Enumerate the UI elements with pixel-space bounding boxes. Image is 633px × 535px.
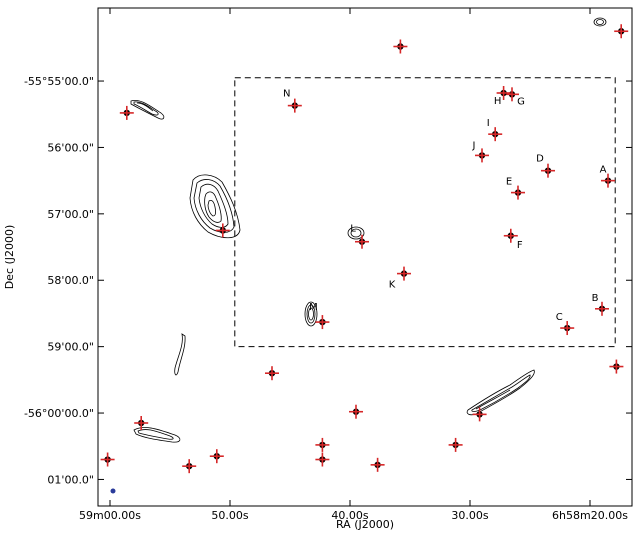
source-marker-i bbox=[488, 127, 503, 142]
source-marker-2 bbox=[393, 39, 408, 54]
y-tick-label: -56°00'00.0" bbox=[24, 407, 94, 420]
contour-northwest-jet bbox=[130, 99, 165, 120]
y-tick-label: -55°55'00.0" bbox=[24, 75, 94, 88]
source-marker-n bbox=[287, 98, 302, 113]
radio-contours bbox=[130, 17, 607, 443]
x-tick-label: 59m00.00s bbox=[79, 509, 141, 522]
source-labels: A B C D E F G HIJ K L M N bbox=[283, 89, 607, 323]
contour-central-lobe bbox=[189, 174, 241, 239]
source-marker-6 bbox=[265, 366, 279, 381]
source-marker-f bbox=[503, 228, 518, 243]
contour-southwest-jet bbox=[133, 427, 181, 443]
source-marker-9 bbox=[315, 437, 330, 452]
y-tick-label: 56'00.0" bbox=[47, 141, 94, 154]
contour-southeast-jet bbox=[466, 369, 535, 416]
source-marker-7 bbox=[349, 404, 363, 419]
source-label-k: K bbox=[389, 280, 396, 291]
source-marker-j bbox=[475, 148, 489, 163]
x-tick-label: 50.00s bbox=[211, 509, 248, 522]
source-marker-14 bbox=[182, 459, 197, 474]
x-tick-label: 30.00s bbox=[451, 509, 488, 522]
source-marker-15 bbox=[134, 416, 149, 430]
source-label-a: A bbox=[600, 165, 607, 176]
source-markers bbox=[100, 24, 629, 474]
source-label-b: B bbox=[592, 293, 599, 304]
source-marker-b bbox=[595, 301, 609, 316]
x-tick-label: 6h58m20.00s bbox=[552, 509, 628, 522]
source-marker-10 bbox=[315, 452, 330, 467]
source-label-j: J bbox=[472, 140, 476, 151]
source-label-n: N bbox=[283, 89, 290, 100]
source-marker-5 bbox=[609, 359, 624, 374]
source-label-i: I bbox=[487, 118, 490, 129]
y-axis-ticks: -55°55'00.0" 56'00.0" 57'00.0" 58'00.0" 59'0… bbox=[24, 75, 632, 486]
beam-marker bbox=[110, 488, 116, 494]
source-marker-3 bbox=[119, 105, 134, 120]
source-marker-1 bbox=[614, 24, 629, 39]
y-tick-label: 01'00.0" bbox=[47, 473, 94, 486]
source-label-g: G bbox=[517, 96, 525, 107]
y-tick-label: 58'00.0" bbox=[47, 274, 94, 287]
source-marker-11 bbox=[448, 437, 463, 452]
source-label-e: E bbox=[506, 177, 512, 188]
source-marker-k bbox=[397, 266, 411, 281]
y-axis-title: Dec (J2000) bbox=[3, 225, 16, 290]
source-marker-16 bbox=[100, 452, 115, 467]
plot-frame bbox=[97, 7, 633, 507]
source-marker-a bbox=[601, 173, 615, 188]
source-marker-h bbox=[496, 85, 511, 100]
source-marker-13 bbox=[209, 449, 224, 464]
contour-filament bbox=[174, 333, 186, 376]
source-marker-e bbox=[511, 185, 525, 200]
source-marker-4 bbox=[215, 223, 230, 238]
source-label-c: C bbox=[556, 312, 563, 323]
x-axis-ticks: 59m00.00s 50.00s 40.00s 30.00s 6h58m20.00s bbox=[79, 8, 628, 522]
source-label-f: F bbox=[517, 240, 523, 251]
dashed-region-box bbox=[234, 77, 616, 348]
contour-northeast-source bbox=[593, 17, 607, 27]
x-tick-label: 40.00s bbox=[331, 509, 368, 522]
source-marker-8 bbox=[472, 407, 487, 422]
y-tick-label: 59'00.0" bbox=[47, 341, 94, 354]
source-label-m: M bbox=[309, 302, 318, 313]
source-label-h: H bbox=[494, 96, 502, 107]
source-marker-12 bbox=[370, 457, 385, 472]
x-axis-title: RA (J2000) bbox=[336, 518, 394, 531]
source-label-d: D bbox=[536, 154, 544, 165]
source-marker-c bbox=[560, 321, 575, 336]
source-marker-d bbox=[541, 163, 555, 178]
source-label-l: L bbox=[350, 224, 356, 235]
contour-source-l bbox=[347, 226, 365, 240]
source-marker-m bbox=[315, 315, 330, 330]
source-marker-l bbox=[355, 234, 369, 249]
contour-source-m bbox=[304, 301, 318, 327]
y-tick-label: 57'00.0" bbox=[47, 208, 94, 221]
